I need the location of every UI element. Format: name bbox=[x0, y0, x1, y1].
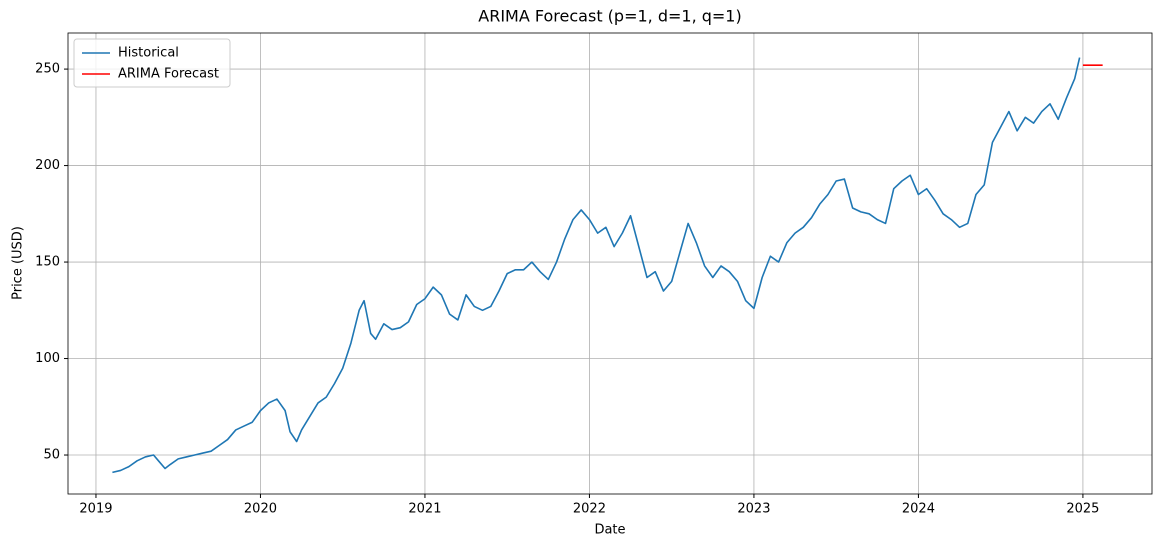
legend-label: Historical bbox=[118, 46, 179, 61]
y-tick-label: 100 bbox=[35, 351, 60, 366]
x-tick-label: 2021 bbox=[408, 502, 441, 517]
x-tick-label: 2020 bbox=[244, 502, 277, 517]
x-tick-label: 2024 bbox=[902, 502, 935, 517]
legend-box bbox=[73, 38, 231, 88]
y-axis-label: Price (USD) bbox=[11, 226, 26, 300]
x-axis-label: Date bbox=[594, 523, 625, 538]
x-tick-label: 2019 bbox=[79, 502, 112, 517]
x-tick-label: 2022 bbox=[573, 502, 606, 517]
y-tick-label: 150 bbox=[35, 255, 60, 270]
line-series bbox=[112, 57, 1081, 474]
y-tick-label: 250 bbox=[35, 62, 60, 77]
plot-frame bbox=[67, 32, 1153, 495]
y-tick-label: 50 bbox=[43, 448, 60, 463]
x-tick-label: 2023 bbox=[737, 502, 770, 517]
x-tick-label: 2025 bbox=[1066, 502, 1099, 517]
chart-title: ARIMA Forecast (p=1, d=1, q=1) bbox=[478, 7, 741, 26]
legend-label: ARIMA Forecast bbox=[118, 67, 219, 82]
y-tick-label: 200 bbox=[35, 158, 60, 173]
